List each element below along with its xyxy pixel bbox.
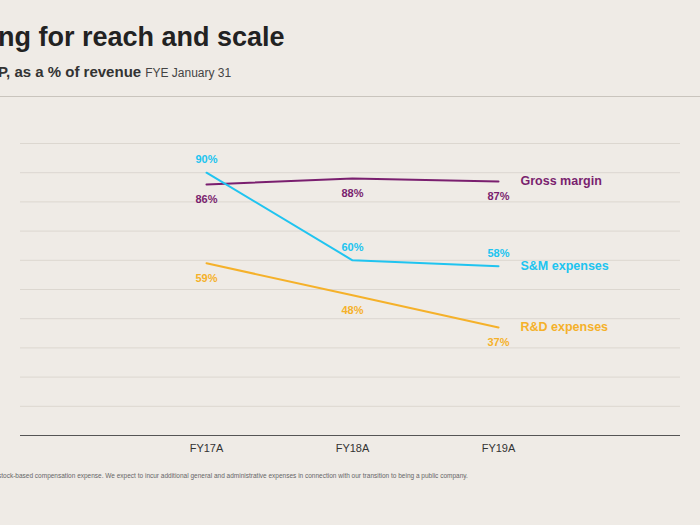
svg-text:FY18A: FY18A (336, 442, 370, 454)
svg-text:S&M expenses: S&M expenses (521, 259, 609, 273)
svg-text:R&D expenses: R&D expenses (521, 320, 609, 334)
svg-text:86%: 86% (195, 193, 217, 205)
svg-text:87%: 87% (487, 190, 509, 202)
svg-text:58%: 58% (487, 247, 509, 259)
svg-text:90%: 90% (195, 153, 217, 165)
svg-text:FY19A: FY19A (482, 442, 516, 454)
svg-text:FY17A: FY17A (190, 442, 224, 454)
svg-text:37%: 37% (487, 336, 509, 348)
html-text:FYE January 31: FYE January 31 (145, 66, 232, 80)
svg-text:60%: 60% (341, 241, 363, 253)
svg-text:59%: 59% (195, 272, 217, 284)
svg-text:Gross margin: Gross margin (521, 174, 602, 188)
svg-text:88%: 88% (341, 187, 363, 199)
svg-text:48%: 48% (341, 304, 363, 316)
